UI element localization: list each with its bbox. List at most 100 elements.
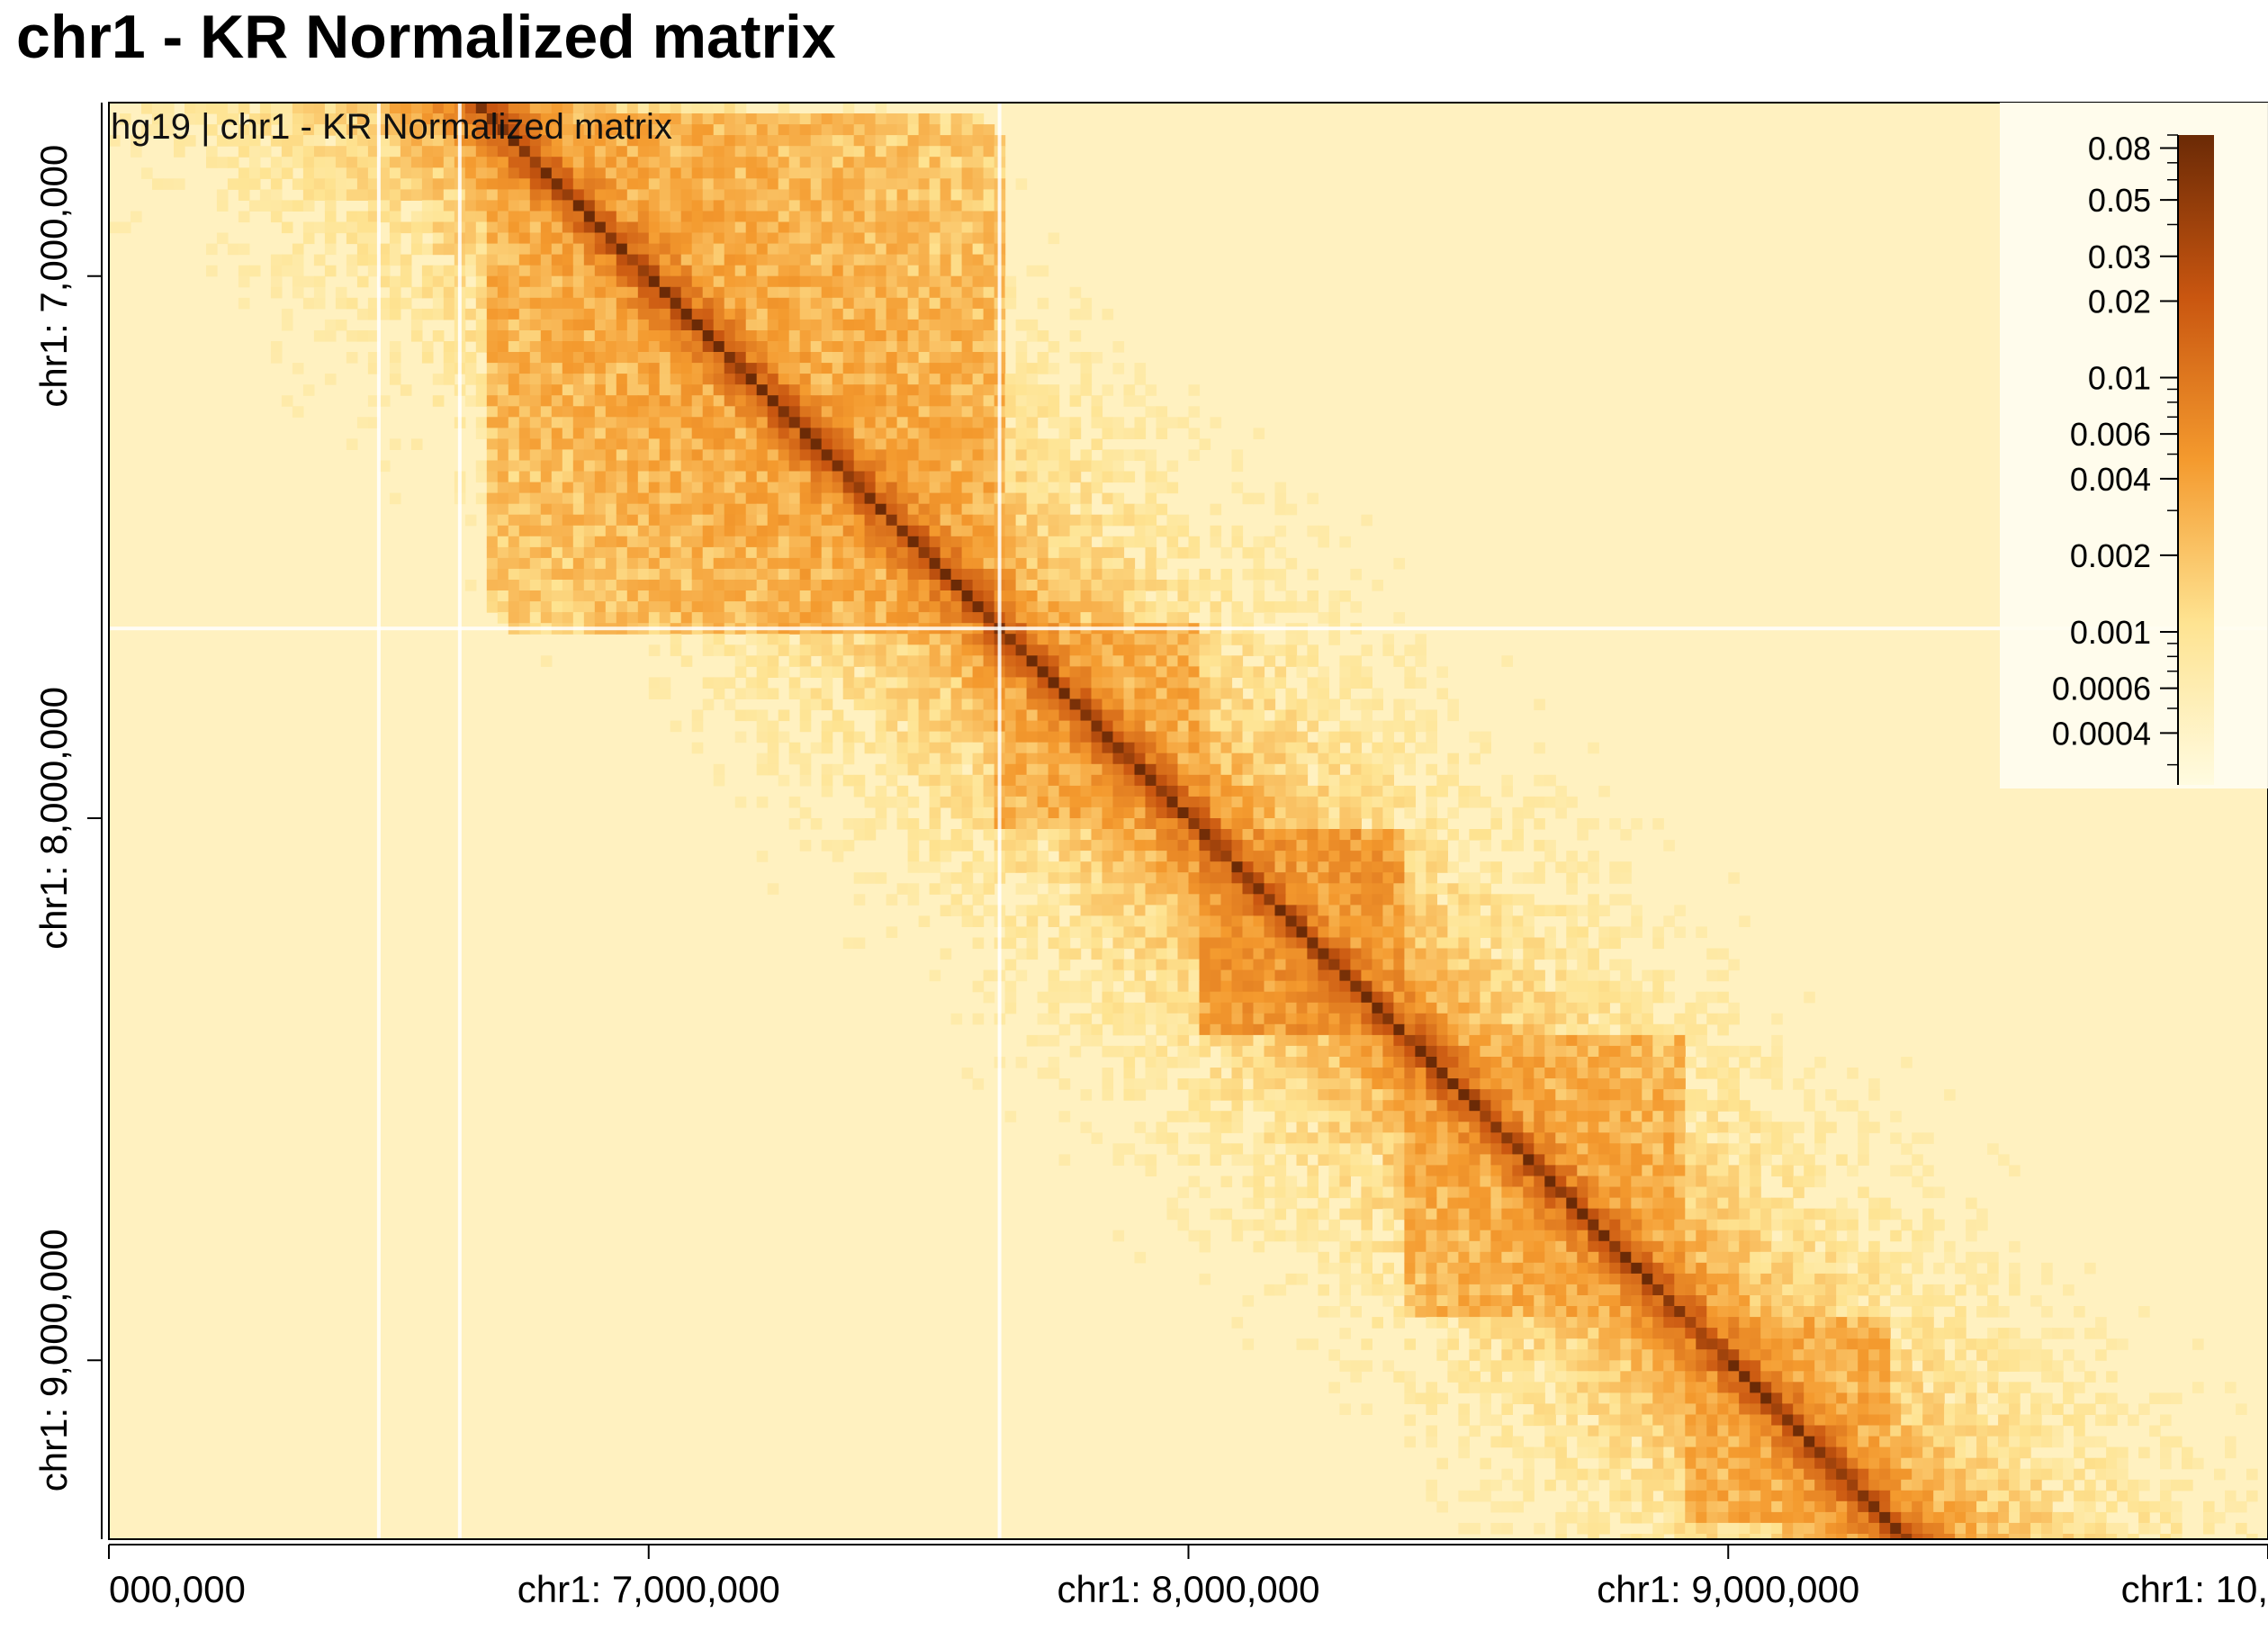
heatmap-cell — [1123, 449, 1136, 461]
heatmap-cell — [1382, 785, 1394, 797]
heatmap-cell — [605, 167, 617, 179]
heatmap-cell — [1253, 557, 1265, 570]
heatmap-cell — [940, 471, 952, 483]
heatmap-cell — [788, 395, 801, 407]
heatmap-cell — [961, 580, 974, 591]
heatmap-cell — [734, 514, 747, 527]
heatmap-cell — [486, 254, 499, 266]
heatmap-cell — [1242, 840, 1255, 852]
heatmap-cell — [583, 460, 596, 473]
heatmap-cell — [799, 580, 812, 591]
heatmap-cell — [680, 557, 693, 570]
heatmap-cell — [972, 644, 985, 656]
heatmap-cell — [810, 428, 823, 439]
heatmap-cell — [464, 286, 477, 299]
heatmap-cell — [1566, 883, 1578, 895]
heatmap-cell — [626, 503, 639, 516]
heatmap-cell — [864, 644, 877, 656]
heatmap-cell — [594, 406, 607, 418]
heatmap-cell — [972, 915, 985, 927]
heatmap-cell — [1123, 666, 1136, 678]
heatmap-cell — [756, 297, 769, 310]
heatmap-cell — [583, 536, 596, 548]
heatmap-cell — [918, 406, 931, 418]
heatmap-cell — [1307, 818, 1318, 830]
heatmap-cell — [1469, 948, 1480, 960]
heatmap-cell — [605, 492, 617, 505]
heatmap-cell — [540, 503, 553, 516]
heatmap-cell — [1156, 883, 1168, 895]
heatmap-cell — [626, 417, 639, 428]
heatmap-cell — [572, 297, 585, 310]
heatmap-cell — [691, 103, 704, 114]
heatmap-cell — [832, 124, 844, 136]
heatmap-cell — [1134, 503, 1147, 516]
heatmap-cell — [929, 471, 941, 483]
heatmap-cell — [594, 254, 607, 266]
heatmap-cell — [1274, 720, 1287, 733]
heatmap-cell — [1328, 883, 1340, 895]
heatmap-cell — [886, 211, 898, 223]
heatmap-cell — [1037, 557, 1049, 570]
heatmap-cell — [1426, 926, 1437, 938]
heatmap-cell — [810, 275, 823, 288]
heatmap-cell — [1566, 969, 1578, 982]
heatmap-cell — [1048, 969, 1060, 982]
heatmap-cell — [1318, 796, 1329, 808]
heatmap-cell — [745, 482, 758, 494]
heatmap-cell — [1534, 796, 1545, 808]
heatmap-cell — [1080, 514, 1093, 527]
heatmap-cell — [799, 157, 812, 168]
heatmap-cell — [1285, 774, 1298, 787]
heatmap-cell — [324, 167, 337, 179]
heatmap-cell — [702, 677, 715, 689]
heatmap-cell — [1264, 536, 1276, 548]
heatmap-cell — [853, 785, 866, 797]
heatmap-cell — [918, 634, 931, 645]
heatmap-cell — [626, 557, 639, 570]
heatmap-cell — [1274, 644, 1287, 656]
heatmap-cell — [1447, 829, 1459, 841]
heatmap-cell — [853, 525, 866, 537]
heatmap-cell — [842, 200, 855, 212]
heatmap-cell — [961, 525, 974, 537]
heatmap-cell — [152, 113, 164, 125]
heatmap-cell — [486, 167, 499, 179]
heatmap-cell — [691, 742, 704, 754]
heatmap-cell — [691, 363, 704, 374]
heatmap-cell — [1026, 557, 1039, 570]
heatmap-cell — [734, 417, 747, 428]
heatmap-cell — [832, 157, 844, 168]
heatmap-cell — [1069, 536, 1082, 548]
heatmap-cell — [486, 113, 499, 125]
heatmap-cell — [1037, 688, 1049, 699]
heatmap-cell — [1080, 492, 1093, 505]
heatmap-cell — [508, 189, 520, 201]
heatmap-cell — [508, 536, 520, 548]
heatmap-cell — [616, 557, 628, 570]
heatmap-cell — [864, 341, 877, 353]
heatmap-cell — [713, 363, 725, 374]
heatmap-cell — [918, 731, 931, 743]
heatmap-cell — [702, 275, 715, 288]
heatmap-cell — [1210, 861, 1222, 873]
heatmap-cell — [702, 254, 715, 266]
heatmap-cell — [983, 146, 995, 158]
heatmap-cell — [713, 774, 725, 787]
heatmap-cell — [821, 254, 833, 266]
heatmap-cell — [1145, 861, 1157, 873]
heatmap-cell — [648, 428, 661, 439]
heatmap-cell — [1069, 752, 1082, 765]
heatmap-cell — [886, 417, 898, 428]
heatmap-cell — [1296, 774, 1309, 787]
heatmap-cell — [1588, 959, 1599, 971]
heatmap-cell — [670, 211, 682, 223]
heatmap-cell — [756, 275, 769, 288]
heatmap-cell — [432, 189, 445, 201]
heatmap-cell — [1188, 644, 1201, 656]
heatmap-cell — [1037, 806, 1049, 819]
heatmap-cell — [1102, 557, 1114, 570]
heatmap-cell — [972, 363, 985, 374]
heatmap-cell — [1156, 785, 1168, 797]
heatmap-cell — [1469, 785, 1480, 797]
